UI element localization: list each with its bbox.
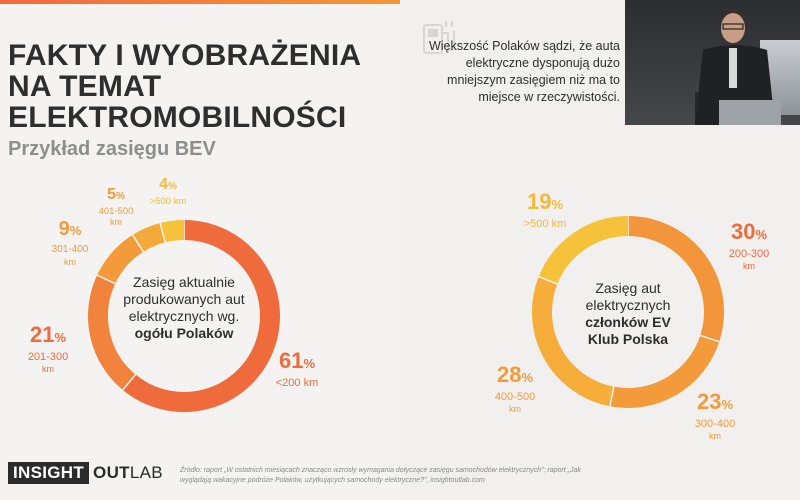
- donut-slice-21: [88, 275, 136, 390]
- donut-slice-4: [160, 220, 185, 243]
- slice-label-61: 61% <200 km: [262, 349, 332, 390]
- insightoutlab-logo: INSIGHT OUT LAB: [8, 462, 163, 484]
- slice-label-9: 9% 301-400 km: [38, 217, 102, 268]
- donut-slice-61: [122, 220, 280, 412]
- presenter-figure: [695, 10, 781, 125]
- slice-label-30: 30% 200-300 km: [714, 220, 784, 272]
- donut-left-label-bold: ogółu Polaków: [134, 325, 234, 341]
- donut-left-center-label: Zasięg aktualnie produkowanych aut elekt…: [114, 274, 254, 342]
- donut-slice-separator: [131, 234, 144, 253]
- slice-range-21: 201-300: [27, 351, 69, 363]
- slice-range-61: <200 km: [275, 377, 319, 389]
- donut-slice-30: [627, 216, 724, 342]
- donut-slice-separator: [122, 374, 137, 391]
- claim-text: Większość Polaków sądzi, że auta elektry…: [428, 39, 620, 104]
- logo-part-lab: LAB: [129, 463, 163, 482]
- slice-unit-9: km: [64, 257, 76, 267]
- donut-slice-separator: [609, 386, 615, 407]
- donut-slice-separator: [538, 275, 558, 285]
- donut-slice-separator: [159, 222, 166, 243]
- donut-right-center-label: Zasięg aut elektrycznych członków EV Klu…: [568, 280, 688, 348]
- slice-range-19: >500 km: [523, 218, 567, 230]
- donut-right-label-bold: członków EV Klub Polska: [585, 314, 671, 347]
- slice-unit-23: km: [709, 431, 721, 441]
- slice-label-19: 19% >500 km: [510, 190, 580, 231]
- slice-value-61: 61: [278, 348, 304, 373]
- donut-left-label-text: Zasięg aktualnie produkowanych aut elekt…: [123, 274, 245, 324]
- donut-chart-polakow: [88, 220, 280, 412]
- donut-slice-9: [97, 234, 144, 284]
- title-line-2: NA TEMAT: [8, 70, 162, 103]
- page-title: FAKTY I WYOBRAŻENIA NA TEMAT ELEKTROMOBI…: [8, 40, 398, 133]
- slice-value-23: 23: [696, 389, 722, 414]
- slice-range-5: 401-500: [98, 206, 134, 217]
- slice-value-19: 19: [526, 189, 552, 214]
- slice-unit-28: km: [509, 404, 521, 414]
- logo-part-insight: INSIGHT: [8, 462, 90, 484]
- slice-range-23: 300-400: [694, 418, 736, 430]
- slice-label-28: 28% 400-500 km: [480, 363, 550, 415]
- logo-part-out: OUT: [93, 463, 130, 482]
- slice-value-21: 21: [29, 322, 55, 347]
- slice-label-21: 21% 201-300 km: [16, 323, 80, 375]
- slice-range-30: 200-300: [728, 248, 770, 260]
- title-line-3: ELEKTROMOBILNOŚCI: [8, 101, 347, 134]
- slice-range-4: >500 km: [149, 196, 187, 207]
- slice-range-28: 400-500: [494, 391, 536, 403]
- slice-unit-30: km: [743, 261, 755, 271]
- slice-value-9: 9: [58, 218, 70, 240]
- ev-charger-icon: [423, 21, 455, 54]
- page-subtitle: Przykład zasięgu BEV: [8, 138, 216, 160]
- slice-value-4: 4: [159, 176, 168, 193]
- slice-label-23: 23% 300-400 km: [680, 390, 750, 442]
- source-footnote: Źródło: raport „W ostatnich miesiącach z…: [180, 467, 581, 484]
- presenter-video: [625, 0, 800, 125]
- donut-slice-5: [132, 223, 166, 253]
- slice-range-9: 301-400: [51, 244, 89, 255]
- donut-right-label-text: Zasięg aut elektrycznych: [585, 280, 671, 313]
- slice-value-5: 5: [107, 186, 116, 203]
- slice-value-28: 28: [496, 362, 522, 387]
- donut-slice-23: [610, 335, 720, 408]
- slice-label-5: 5% 401-500 km: [88, 186, 144, 228]
- donut-slice-19: [538, 216, 629, 285]
- slice-unit-5: km: [110, 217, 122, 227]
- donut-slice-separator: [700, 334, 720, 343]
- title-line-1: FAKTY I WYOBRAŻENIA: [8, 39, 362, 72]
- slice-value-30: 30: [730, 219, 756, 244]
- slice-unit-21: km: [42, 364, 54, 374]
- donut-chart-ev-klub: [532, 216, 724, 408]
- slice-label-4: 4% >500 km: [140, 176, 196, 207]
- donut-slice-separator: [96, 274, 116, 285]
- donut-slice-28: [532, 276, 615, 407]
